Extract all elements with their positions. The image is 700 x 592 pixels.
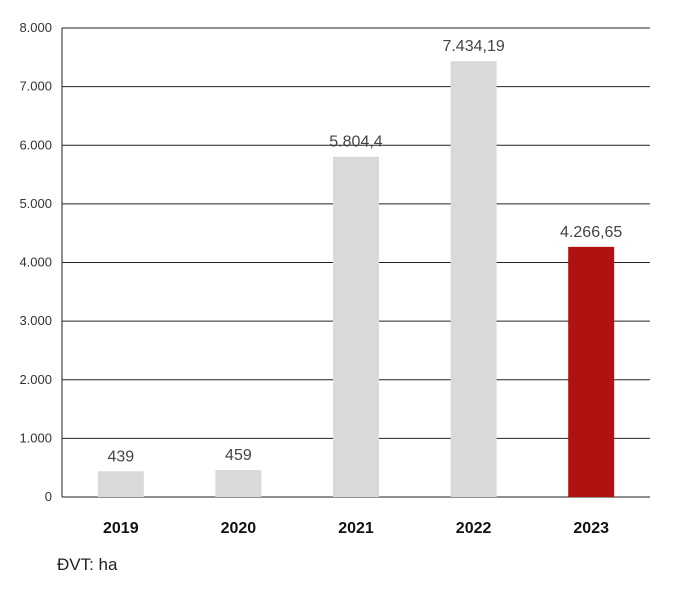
y-tick-label: 7.000 [19, 79, 52, 94]
data-labels: 439 459 5.804,4 7.434,19 4.266,65 [107, 38, 622, 465]
x-tick-label-2020: 2020 [221, 520, 257, 537]
bar-2023 [568, 246, 615, 497]
x-tick-label-2019: 2019 [103, 520, 139, 537]
data-label-2019: 439 [107, 448, 134, 465]
y-axis: 0 1.000 2.000 3.000 4.000 5.000 6.000 7.000 8.00… [19, 20, 63, 504]
y-tick-label: 1.000 [19, 430, 52, 445]
x-tick-label-2023: 2023 [573, 520, 609, 537]
bar-2019 [97, 471, 144, 497]
data-label-2023: 4.266,65 [560, 224, 622, 241]
data-label-2020: 459 [225, 447, 252, 464]
bars [97, 61, 615, 498]
y-tick-label: 4.000 [19, 255, 52, 270]
bar-2020 [215, 470, 262, 497]
x-tick-label-2022: 2022 [456, 520, 492, 537]
bar-2022 [450, 61, 497, 497]
bar-2021 [333, 156, 379, 498]
unit-note: ĐVT: ha [57, 555, 118, 574]
data-label-2021: 5.804,4 [329, 134, 382, 151]
x-axis: 2019 2020 2021 2022 2023 [103, 520, 609, 537]
y-tick-label: 2.000 [19, 372, 52, 387]
x-tick-label-2021: 2021 [338, 520, 374, 537]
y-tick-label: 3.000 [19, 313, 52, 328]
y-tick-label: 6.000 [19, 137, 52, 152]
y-tick-label: 5.000 [19, 196, 52, 211]
y-tick-label: 8.000 [19, 20, 52, 35]
data-label-2022: 7.434,19 [442, 38, 504, 55]
y-tick-label: 0 [45, 489, 52, 504]
